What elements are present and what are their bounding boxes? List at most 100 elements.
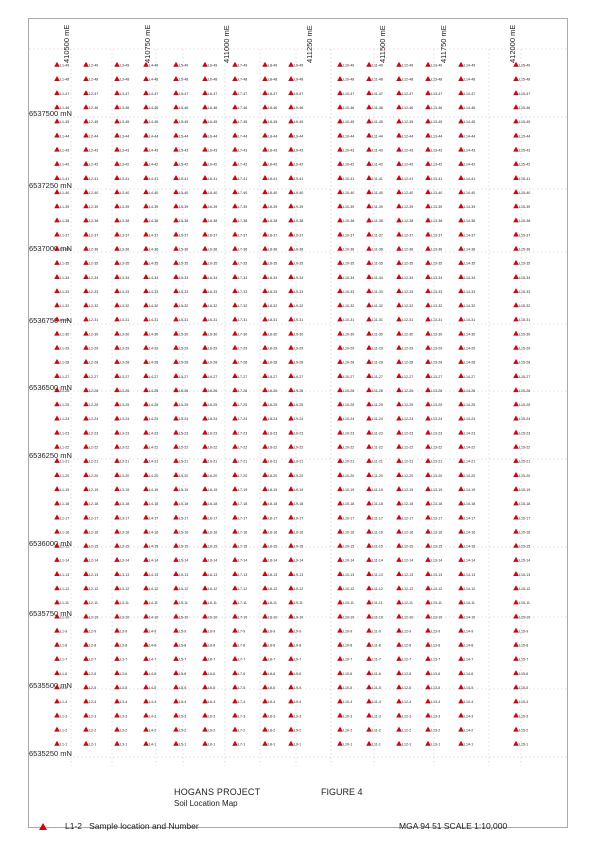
triangle-marker-icon bbox=[458, 174, 464, 180]
triangle-marker-icon bbox=[396, 698, 402, 704]
sample-label: L11-41 bbox=[372, 177, 383, 181]
sample-label: L10-49 bbox=[343, 64, 354, 68]
triangle-marker-icon bbox=[337, 401, 343, 407]
triangle-marker-icon bbox=[232, 613, 238, 619]
triangle-marker-icon bbox=[425, 245, 431, 251]
sample-label: L6-3 bbox=[208, 714, 215, 718]
sample-label: L13-15 bbox=[431, 545, 442, 549]
sample-label: L13-17 bbox=[431, 516, 442, 520]
triangle-marker-icon bbox=[114, 104, 120, 110]
sample-label: L8-40 bbox=[268, 191, 277, 195]
triangle-marker-icon bbox=[458, 472, 464, 478]
sample-label: L7-10 bbox=[238, 615, 247, 619]
triangle-marker-icon bbox=[143, 316, 149, 322]
sample-label: L12-22 bbox=[402, 446, 413, 450]
triangle-marker-icon bbox=[366, 203, 372, 209]
sample-label: L11-37 bbox=[372, 233, 383, 237]
triangle-marker-icon bbox=[425, 641, 431, 647]
sample-label: L5-46 bbox=[179, 106, 188, 110]
triangle-marker-icon bbox=[114, 571, 120, 577]
triangle-marker-icon bbox=[396, 231, 402, 237]
triangle-marker-icon bbox=[114, 387, 120, 393]
triangle-marker-icon bbox=[425, 61, 431, 67]
triangle-marker-icon bbox=[396, 90, 402, 96]
sample-label: L3-49 bbox=[120, 64, 129, 68]
sample-label: L15-28 bbox=[519, 361, 530, 365]
sample-label: L12-47 bbox=[402, 92, 413, 96]
sample-label: L1-11 bbox=[60, 601, 69, 605]
triangle-marker-icon bbox=[202, 90, 208, 96]
triangle-marker-icon bbox=[425, 358, 431, 364]
sample-label: L3-2 bbox=[120, 728, 127, 732]
sample-label: L7-44 bbox=[238, 134, 247, 138]
sample-label: L5-19 bbox=[179, 488, 188, 492]
triangle-marker-icon bbox=[202, 585, 208, 591]
sample-label: L12-19 bbox=[402, 488, 413, 492]
triangle-marker-icon bbox=[288, 358, 294, 364]
triangle-marker-icon bbox=[202, 217, 208, 223]
sample-label: L11-5 bbox=[372, 686, 381, 690]
triangle-marker-icon bbox=[366, 472, 372, 478]
sample-label: L13-29 bbox=[431, 347, 442, 351]
triangle-marker-icon bbox=[262, 585, 268, 591]
sample-label: L1-40 bbox=[60, 191, 69, 195]
triangle-marker-icon bbox=[232, 90, 238, 96]
triangle-marker-icon bbox=[513, 189, 519, 195]
triangle-marker-icon bbox=[173, 486, 179, 492]
triangle-marker-icon bbox=[114, 514, 120, 520]
sample-label: L13-1 bbox=[431, 743, 440, 747]
triangle-marker-icon bbox=[143, 330, 149, 336]
sample-label: L11-38 bbox=[372, 219, 383, 223]
triangle-marker-icon bbox=[262, 104, 268, 110]
triangle-marker-icon bbox=[396, 330, 402, 336]
triangle-marker-icon bbox=[262, 415, 268, 421]
triangle-marker-icon bbox=[202, 189, 208, 195]
sample-label: L6-34 bbox=[208, 276, 217, 280]
triangle-marker-icon bbox=[232, 457, 238, 463]
sample-label: L1-30 bbox=[60, 332, 69, 336]
sample-label: L10-37 bbox=[343, 233, 354, 237]
sample-label: L4-3 bbox=[149, 714, 156, 718]
triangle-marker-icon bbox=[232, 259, 238, 265]
sample-label: L6-33 bbox=[208, 290, 217, 294]
triangle-marker-icon bbox=[202, 556, 208, 562]
sample-label: L6-4 bbox=[208, 700, 215, 704]
triangle-marker-icon bbox=[143, 443, 149, 449]
triangle-marker-icon bbox=[83, 528, 89, 534]
triangle-marker-icon bbox=[396, 740, 402, 746]
triangle-marker-icon bbox=[425, 174, 431, 180]
triangle-marker-icon bbox=[202, 443, 208, 449]
triangle-marker-icon bbox=[262, 373, 268, 379]
triangle-marker-icon bbox=[114, 472, 120, 478]
triangle-marker-icon bbox=[114, 698, 120, 704]
triangle-marker-icon bbox=[396, 160, 402, 166]
triangle-marker-icon bbox=[262, 203, 268, 209]
triangle-marker-icon bbox=[366, 118, 372, 124]
sample-label: L11-46 bbox=[372, 106, 383, 110]
triangle-marker-icon bbox=[173, 387, 179, 393]
triangle-marker-icon bbox=[202, 75, 208, 81]
easting-label: 412000 mE bbox=[508, 25, 517, 63]
sample-label: L14-28 bbox=[464, 361, 475, 365]
triangle-marker-icon bbox=[262, 698, 268, 704]
triangle-marker-icon bbox=[366, 415, 372, 421]
sample-label: L11-26 bbox=[372, 389, 383, 393]
triangle-marker-icon bbox=[288, 698, 294, 704]
triangle-marker-icon bbox=[337, 486, 343, 492]
triangle-marker-icon bbox=[288, 217, 294, 223]
triangle-marker-icon bbox=[83, 401, 89, 407]
sample-label: L3-11 bbox=[120, 601, 129, 605]
sample-label: L8-22 bbox=[268, 446, 277, 450]
triangle-marker-icon bbox=[232, 189, 238, 195]
triangle-marker-icon bbox=[458, 698, 464, 704]
sample-label: L11-39 bbox=[372, 205, 383, 209]
sample-label: L8-39 bbox=[268, 205, 277, 209]
sample-label: L15-25 bbox=[519, 403, 530, 407]
sample-label: L1-24 bbox=[60, 417, 69, 421]
triangle-marker-icon bbox=[337, 585, 343, 591]
triangle-marker-icon bbox=[425, 273, 431, 279]
triangle-marker-icon bbox=[173, 429, 179, 435]
triangle-marker-icon bbox=[54, 613, 60, 619]
triangle-marker-icon bbox=[396, 443, 402, 449]
sample-label: L13-49 bbox=[431, 64, 442, 68]
